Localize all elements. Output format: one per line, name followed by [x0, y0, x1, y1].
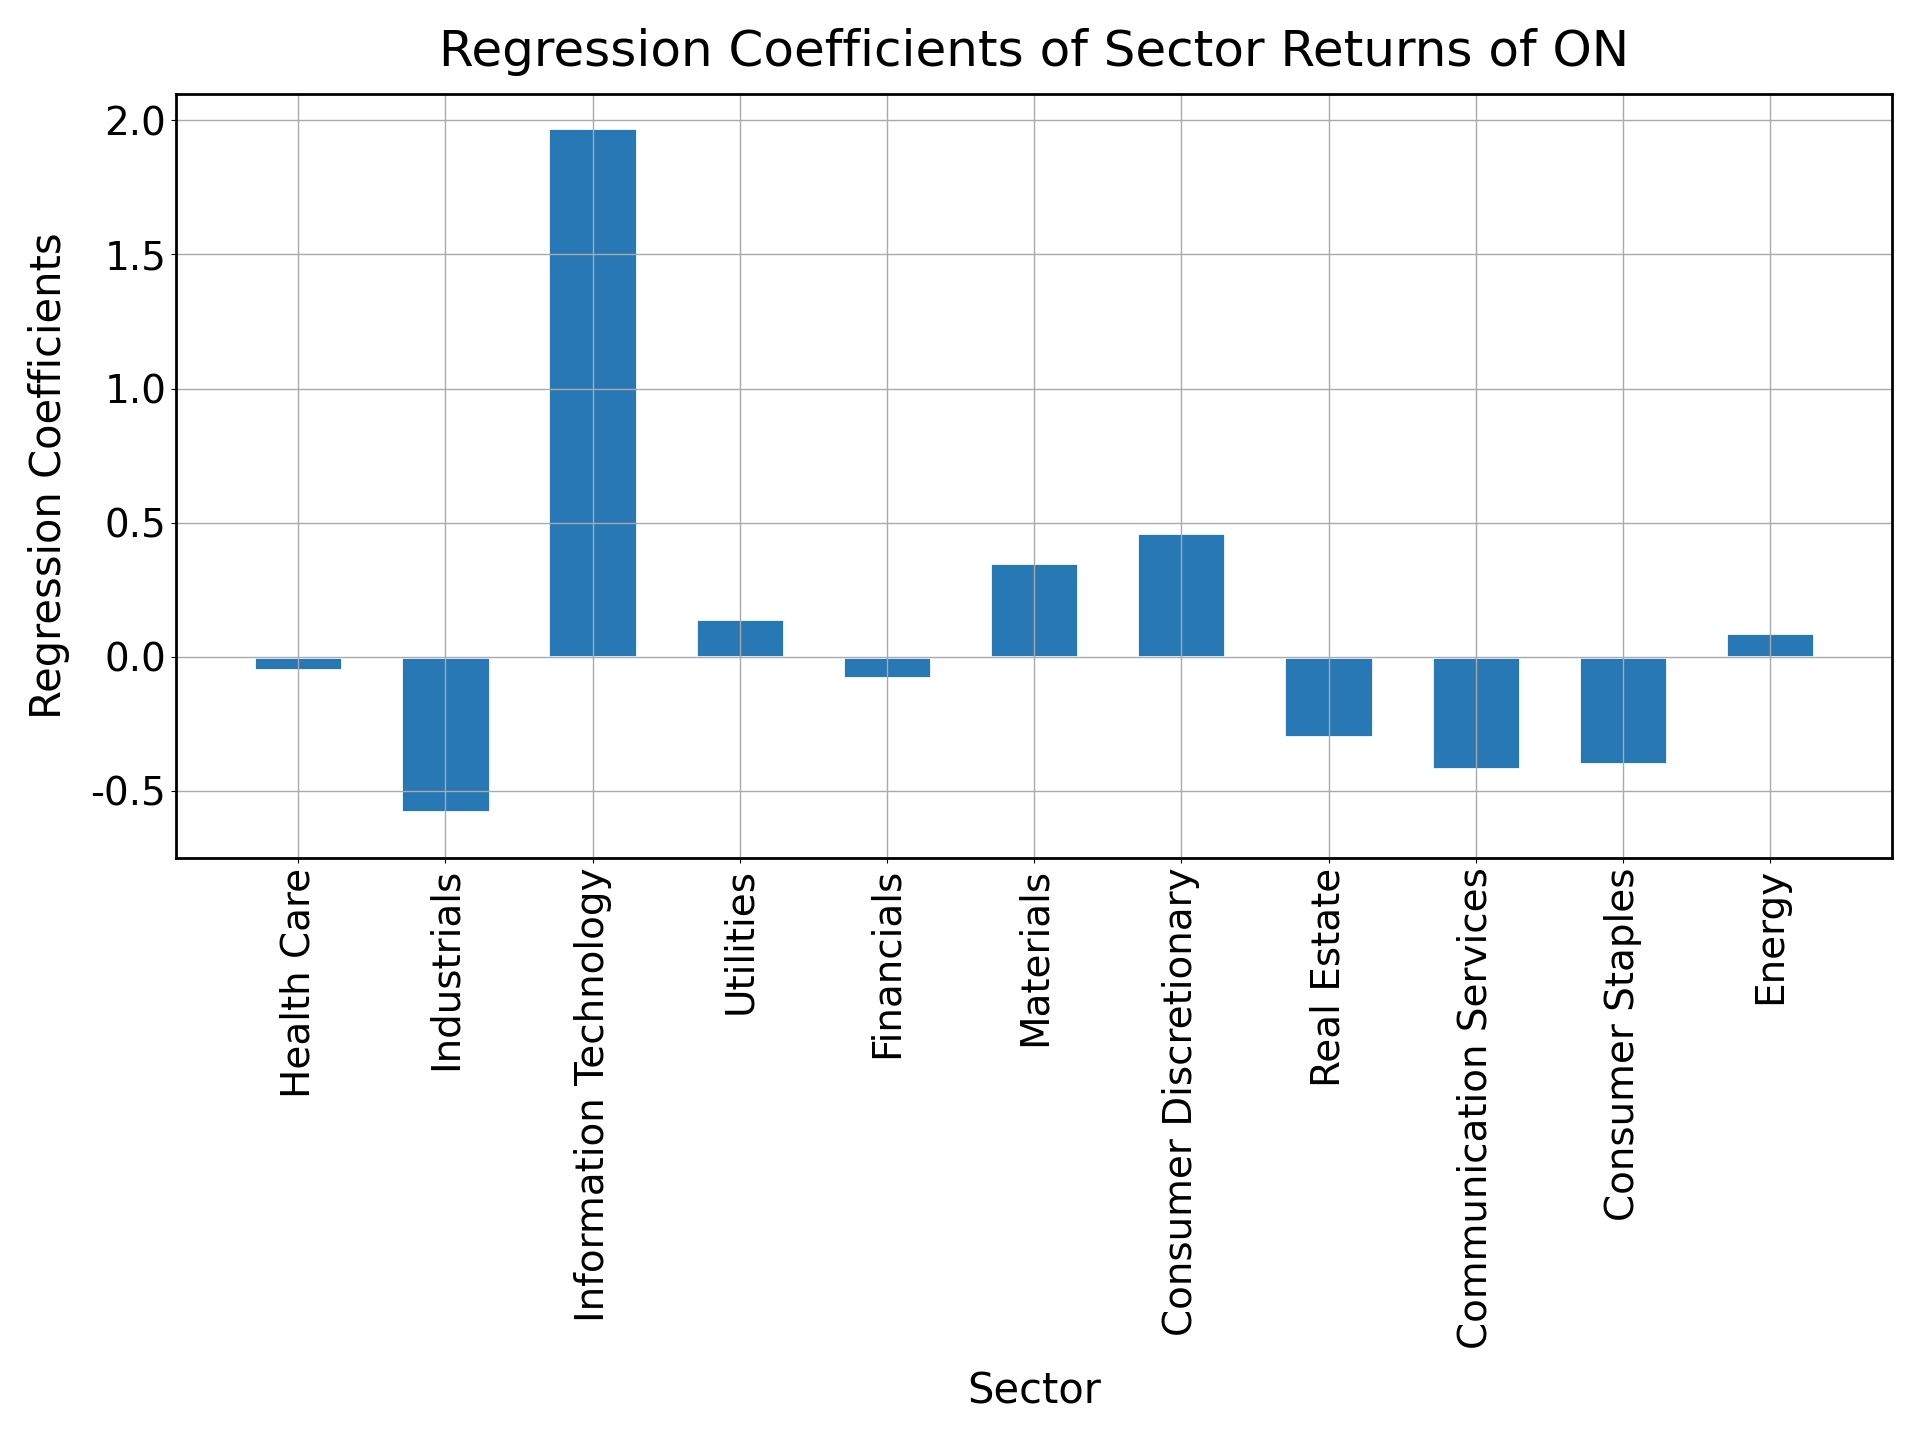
Bar [1726, 632, 1814, 657]
Bar [253, 657, 342, 670]
X-axis label: Sector: Sector [968, 1371, 1100, 1413]
Bar [1284, 657, 1373, 737]
Y-axis label: Regression Coefficients: Regression Coefficients [27, 232, 69, 719]
Bar [549, 128, 637, 657]
Bar [695, 619, 783, 657]
Title: Regression Coefficients of Sector Returns of ON: Regression Coefficients of Sector Return… [440, 27, 1630, 76]
Bar [1432, 657, 1521, 769]
Bar [843, 657, 931, 678]
Bar [991, 563, 1079, 657]
Bar [1137, 533, 1225, 657]
Bar [401, 657, 490, 812]
Bar [1578, 657, 1667, 765]
